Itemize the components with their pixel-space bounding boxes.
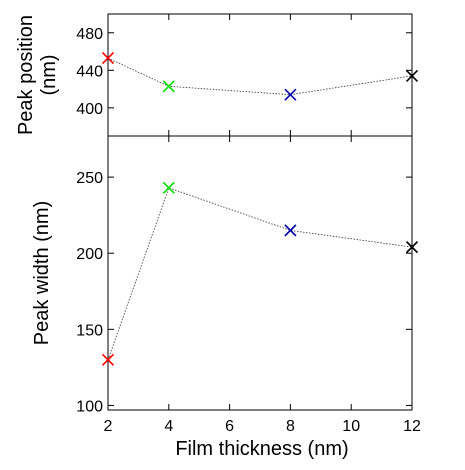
chart-panel-1: 400 440 480 Peak position(nm) bbox=[15, 13, 419, 137]
y-tick-label: 100 bbox=[76, 398, 103, 415]
data-point-stroke bbox=[405, 241, 419, 254]
data-point-stroke bbox=[284, 88, 297, 101]
y-tick-label: 480 bbox=[76, 26, 103, 43]
data-point-stroke bbox=[162, 80, 175, 93]
data-point-stroke bbox=[284, 224, 297, 237]
y-axis-label: Peak position(nm) bbox=[15, 15, 60, 135]
data-point bbox=[101, 353, 115, 366]
y-tick-label: 250 bbox=[76, 170, 103, 187]
data-point bbox=[284, 88, 297, 101]
data-point bbox=[162, 80, 175, 93]
data-point-stroke bbox=[101, 52, 115, 65]
y-axis-label-line: (nm) bbox=[38, 54, 60, 95]
data-point bbox=[162, 181, 175, 194]
series-connector bbox=[107, 187, 413, 360]
x-tick-label: 6 bbox=[225, 418, 234, 435]
x-axis-label: Film thickness (nm) bbox=[175, 438, 348, 460]
y-axis-label-line: Peak position bbox=[15, 15, 37, 135]
data-point bbox=[405, 69, 419, 83]
x-tick-label: 12 bbox=[403, 418, 421, 435]
series-connector bbox=[107, 57, 413, 96]
plot-frame bbox=[107, 135, 413, 411]
x-tick-label: 4 bbox=[164, 418, 173, 435]
data-point-stroke bbox=[405, 69, 419, 83]
y-axis-label-line: Peak width (nm) bbox=[31, 201, 53, 346]
data-point-stroke bbox=[162, 181, 175, 194]
y-tick-label: 200 bbox=[76, 246, 103, 263]
chart-panel-2: 2 4 6 8 10 12 100 150 200 250 Peak width (nm) Film … bbox=[31, 135, 421, 460]
x-tick-label: 2 bbox=[104, 418, 113, 435]
data-point bbox=[101, 52, 115, 65]
data-point bbox=[284, 224, 297, 237]
plot-frame bbox=[107, 13, 413, 137]
y-tick-label: 400 bbox=[76, 101, 103, 118]
y-tick-label: 440 bbox=[76, 63, 103, 80]
y-tick-label: 150 bbox=[76, 322, 103, 339]
y-axis-label: Peak width (nm) bbox=[31, 201, 53, 346]
data-point bbox=[405, 241, 419, 254]
x-tick-label: 10 bbox=[342, 418, 360, 435]
data-point-stroke bbox=[101, 353, 115, 366]
x-tick-label: 8 bbox=[286, 418, 295, 435]
